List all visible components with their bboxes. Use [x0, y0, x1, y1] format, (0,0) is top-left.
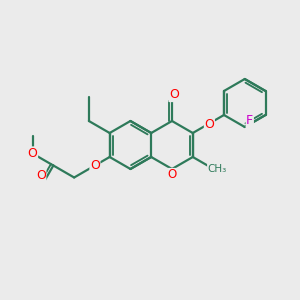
Text: O: O: [167, 169, 177, 182]
Text: CH₃: CH₃: [208, 164, 227, 173]
Text: F: F: [246, 115, 253, 128]
Text: O: O: [36, 169, 46, 182]
Text: O: O: [169, 88, 179, 101]
Text: O: O: [28, 147, 38, 160]
Text: O: O: [204, 118, 214, 130]
Text: O: O: [90, 159, 100, 172]
